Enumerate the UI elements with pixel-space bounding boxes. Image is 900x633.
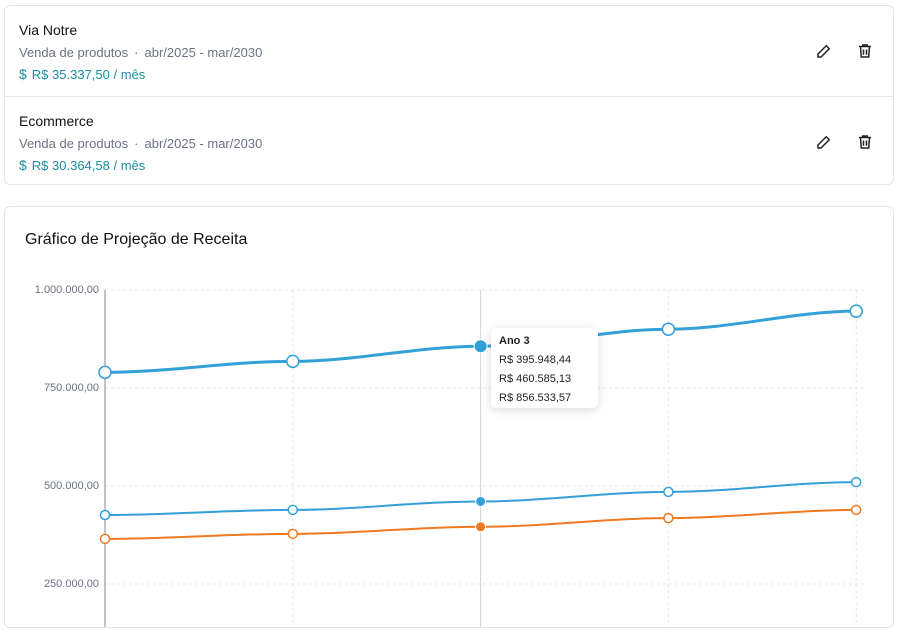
item-row: Via Notre Venda de produtos · abr/2025 - ma… — [5, 6, 893, 97]
tooltip-value: R$ 395.948,44 — [499, 354, 572, 366]
item-description: Venda de produtos — [19, 45, 129, 60]
chart-title: Gráfico de Projeção de Receita — [25, 231, 248, 248]
y-tick-label: 1.000.000,00 — [35, 284, 99, 296]
item-amount: $ R$ 30.364,58 / mês — [19, 157, 145, 173]
item-name: Via Notre — [19, 22, 78, 38]
data-point — [850, 476, 862, 488]
data-point — [850, 504, 862, 516]
chart-card: Gráfico de Projeção de Receita 250.000,0… — [4, 206, 894, 628]
item-name: Ecommerce — [19, 113, 94, 129]
item-meta: Venda de produtos · abr/2025 - mar/2030 — [19, 45, 262, 60]
item-period: abr/2025 - mar/2030 — [144, 45, 263, 60]
tooltip: Ano 3 R$ 395.948,44 R$ 460.585,13 R$ 856.53… — [491, 328, 598, 408]
edit-button[interactable] — [815, 133, 833, 151]
data-point — [473, 339, 488, 354]
delete-button[interactable] — [856, 42, 874, 60]
dollar-icon: $ — [19, 66, 27, 82]
data-point — [475, 495, 487, 507]
item-meta: Venda de produtos · abr/2025 - mar/2030 — [19, 136, 262, 151]
data-point — [287, 504, 299, 516]
y-tick-label: 250.000,00 — [44, 578, 99, 590]
item-list: Via Notre Venda de produtos · abr/2025 - ma… — [4, 5, 894, 185]
delete-button[interactable] — [856, 133, 874, 151]
item-row: Ecommerce Venda de produtos · abr/2025 - ma… — [5, 97, 893, 187]
data-point — [99, 533, 111, 545]
item-period: abr/2025 - mar/2030 — [144, 136, 263, 151]
data-point — [475, 521, 487, 533]
chart: 250.000,00 500.000,00 750.000,00 1.000.000,… — [35, 284, 865, 627]
data-point — [98, 365, 112, 380]
data-point — [663, 486, 674, 498]
data-point — [849, 304, 863, 318]
separator: · — [134, 136, 139, 151]
separator: · — [134, 45, 139, 60]
amount-text: R$ 35.337,50 / mês — [31, 67, 146, 82]
data-point — [287, 528, 299, 540]
data-point — [661, 322, 676, 336]
item-description: Venda de produtos — [19, 136, 129, 151]
data-point — [99, 509, 111, 521]
tooltip-value: R$ 460.585,13 — [499, 373, 572, 385]
y-tick-label: 500.000,00 — [44, 480, 99, 492]
item-amount: $ R$ 35.337,50 / mês — [19, 66, 145, 82]
data-point — [663, 512, 674, 524]
data-point — [286, 354, 300, 369]
amount-text: R$ 30.364,58 / mês — [31, 158, 146, 173]
edit-button[interactable] — [815, 42, 833, 60]
dollar-icon: $ — [19, 157, 27, 173]
tooltip-title: Ano 3 — [499, 335, 530, 347]
tooltip-value: R$ 856.533,57 — [499, 392, 572, 404]
y-tick-label: 750.000,00 — [44, 382, 99, 394]
